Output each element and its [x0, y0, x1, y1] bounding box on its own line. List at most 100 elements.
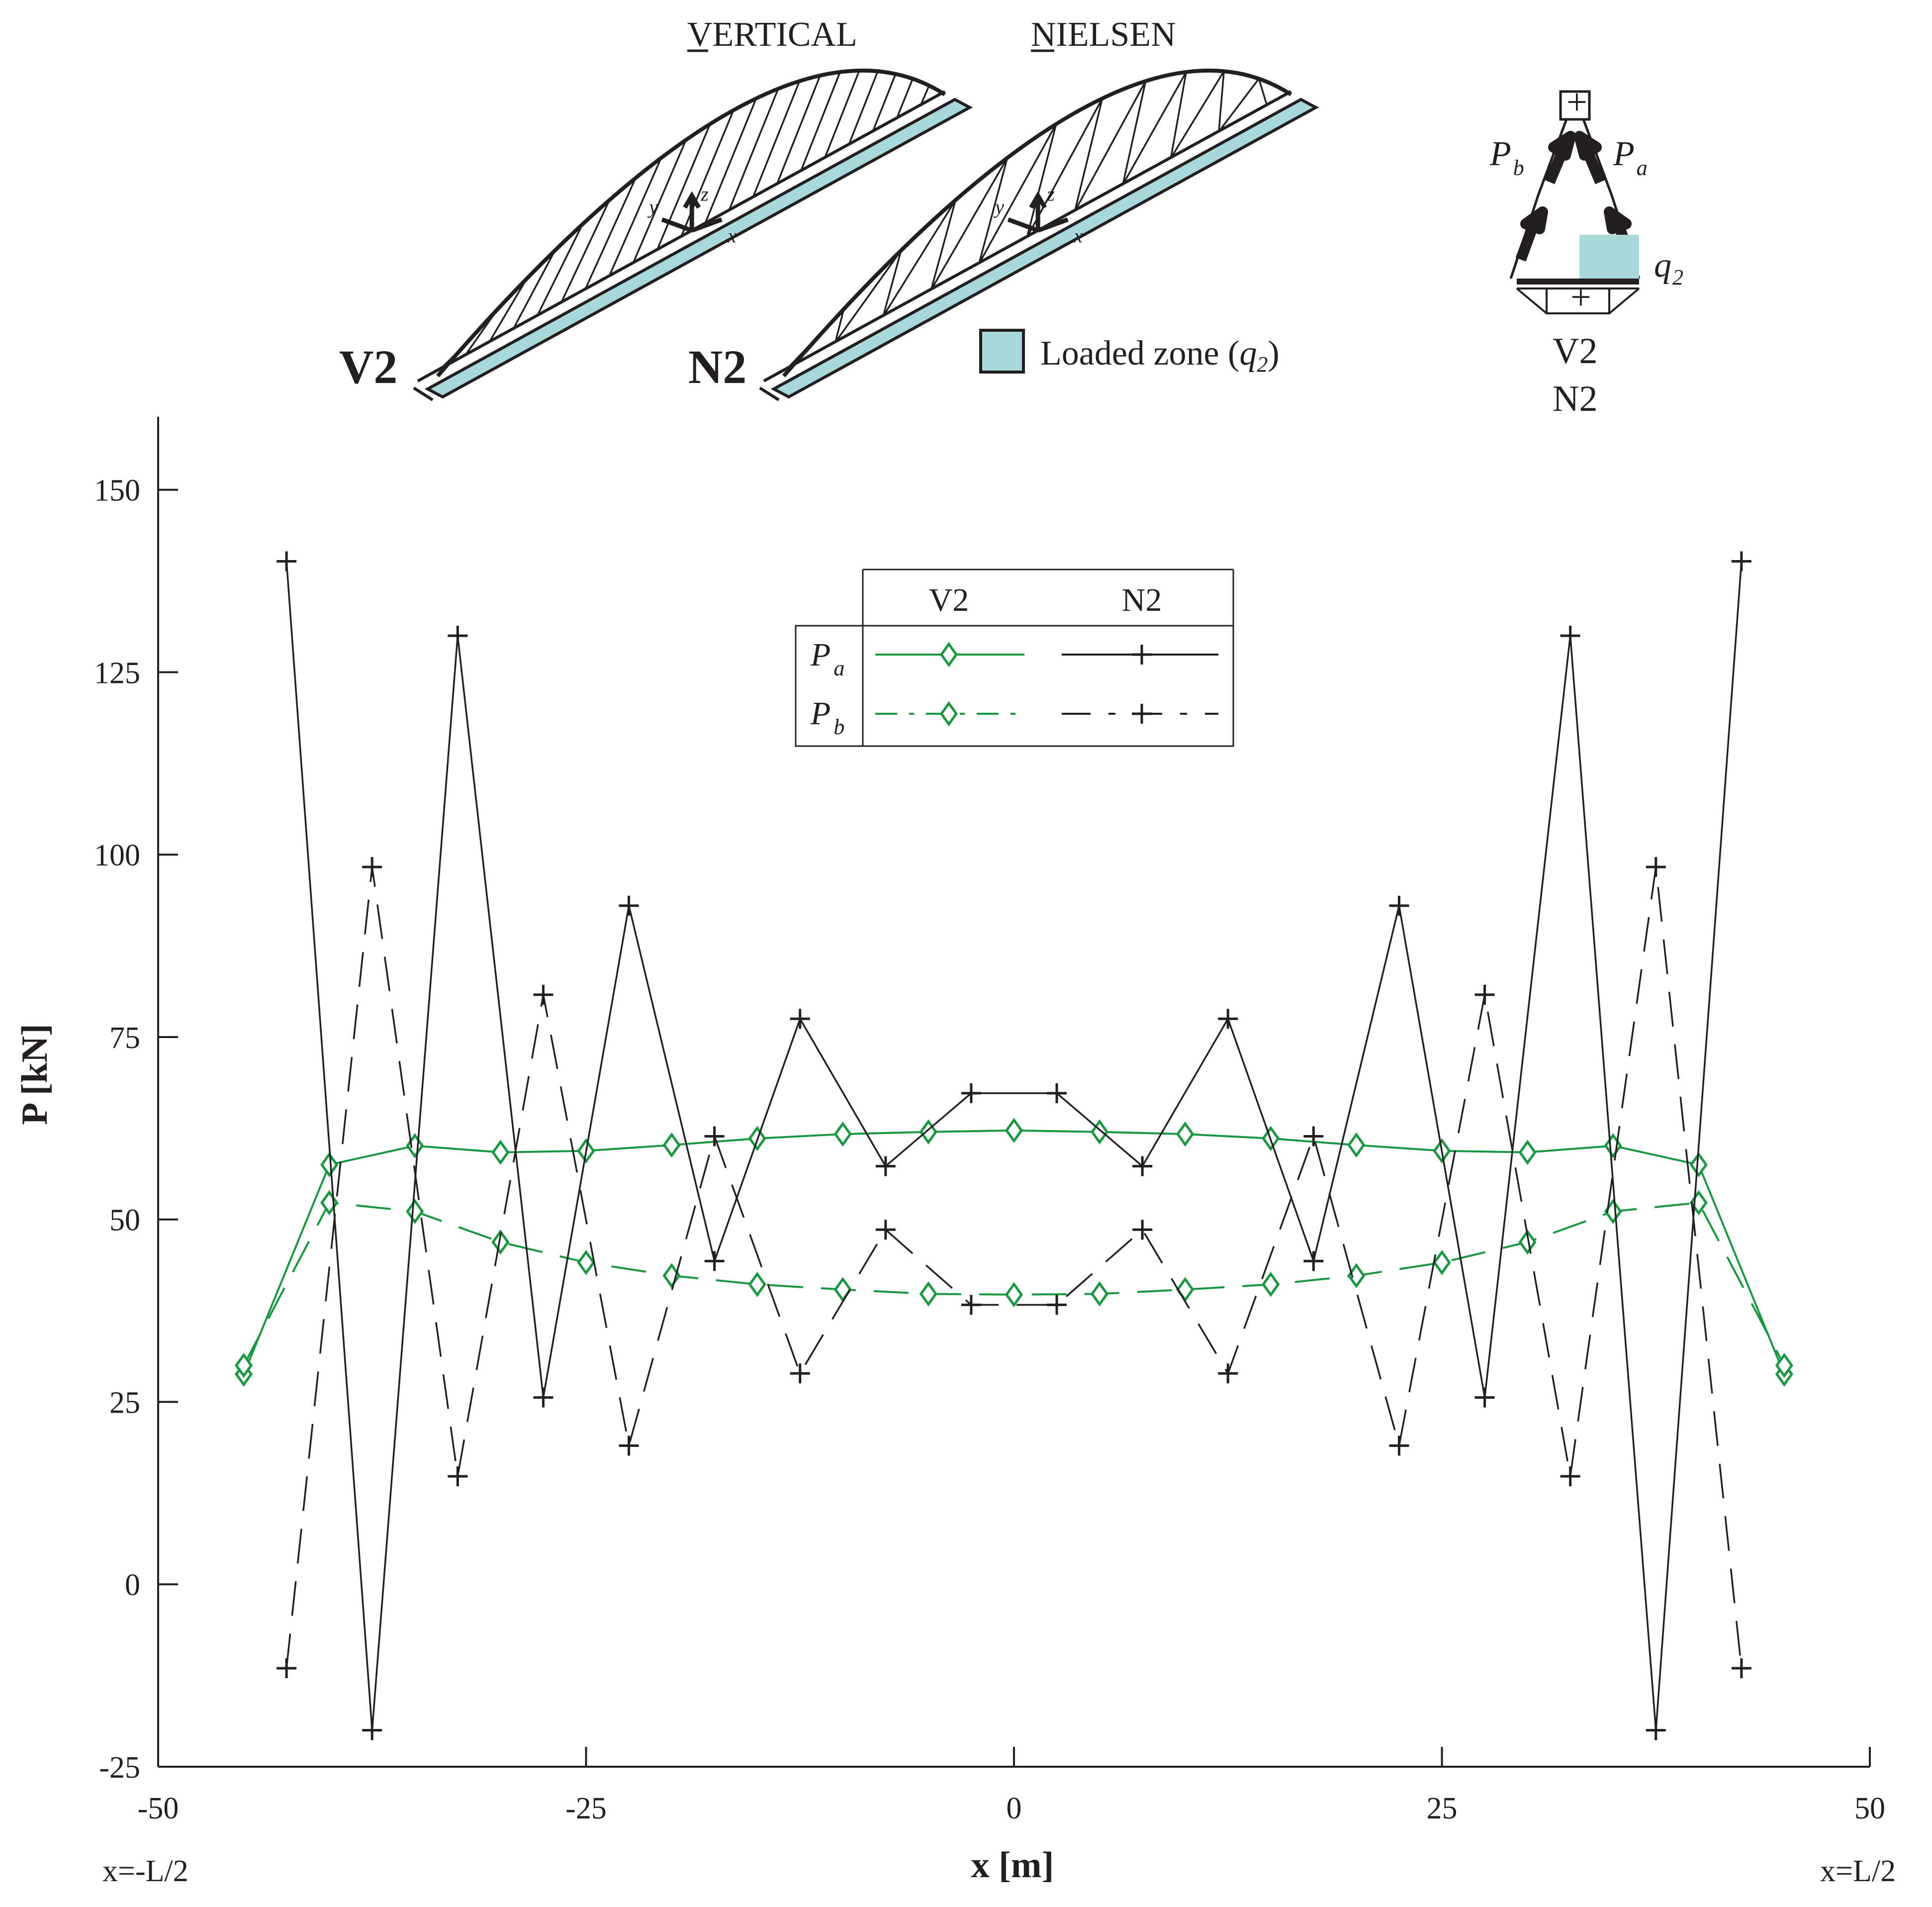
x-start-label: x=-L/2 — [102, 1854, 188, 1888]
legend-marker-n2 — [1132, 704, 1152, 724]
hanger — [978, 157, 1009, 263]
hanger — [883, 199, 957, 316]
hanger — [1122, 71, 1187, 184]
chart-axes: -50 -25 0 25 50 -25 0 25 50 75 100 125 150 — [94, 417, 1885, 1825]
hanger — [931, 157, 1009, 289]
bridge-v2-drawing: z y x — [413, 68, 973, 401]
label-q2: q2 — [1654, 246, 1683, 289]
chart-series — [235, 551, 1793, 1740]
axis-label-z: z — [700, 183, 709, 205]
legend-samples — [875, 642, 1218, 727]
axis-label-z: z — [1046, 183, 1055, 205]
hanger — [848, 71, 879, 145]
y-tick-label: 150 — [94, 474, 140, 508]
series-v2-pa — [235, 1118, 1793, 1387]
bridge-label-v2: V2 — [339, 340, 397, 393]
axis-label-x: x — [1073, 224, 1083, 247]
hanger — [489, 278, 528, 342]
data-point — [790, 1363, 810, 1384]
data-point — [276, 551, 297, 572]
deck-end — [759, 386, 780, 401]
axis-label-x: x — [727, 224, 736, 247]
series-v2-pb — [235, 1190, 1793, 1378]
hanger — [920, 85, 930, 105]
data-point — [619, 1435, 639, 1456]
data-point — [919, 1281, 937, 1307]
data-point — [1176, 1277, 1195, 1302]
legend-marker-n2 — [1132, 645, 1152, 665]
hanger — [1171, 71, 1225, 158]
data-point — [875, 1220, 896, 1240]
hanger — [1074, 98, 1104, 210]
deck — [770, 97, 1319, 399]
hanger — [513, 250, 556, 329]
series-n2-pb — [276, 857, 1751, 1678]
data-point — [1303, 1126, 1324, 1146]
x-tick-label: 25 — [1427, 1792, 1458, 1825]
data-point — [1474, 1387, 1495, 1408]
data-point — [1347, 1263, 1366, 1288]
hanger — [800, 72, 841, 171]
x-tick-label: 0 — [1007, 1792, 1022, 1825]
hanger — [930, 199, 957, 289]
data-point — [961, 1295, 981, 1315]
arrow-pa-top-icon — [1574, 131, 1606, 185]
legend-marker-v2 — [939, 701, 958, 727]
axis-label-y: y — [647, 195, 658, 218]
hanger — [464, 308, 499, 356]
deck — [424, 97, 973, 399]
x-tick-label: -25 — [565, 1792, 607, 1825]
bridge-n2-drawing: z y x — [759, 68, 1319, 401]
data-point — [491, 1229, 510, 1255]
hanger — [776, 75, 821, 184]
data-point — [533, 1387, 553, 1408]
data-point — [704, 1126, 725, 1146]
data-point — [1091, 1281, 1109, 1307]
vertical-title: VERTICAL — [687, 15, 857, 54]
hanger — [1170, 72, 1187, 158]
cross-section: + + Pb Pa q2 V2 N2 — [1489, 82, 1683, 419]
chart: -50 -25 0 25 50 -25 0 25 50 75 100 125 150 — [94, 417, 1885, 1825]
data-point — [1689, 1152, 1708, 1178]
hanger — [835, 250, 902, 342]
hanger — [752, 81, 801, 197]
arrow-pb-top-icon — [1544, 131, 1576, 185]
data-point — [362, 1720, 382, 1740]
data-point — [362, 857, 382, 877]
data-point — [1646, 1720, 1666, 1740]
data-point — [790, 1009, 810, 1029]
data-point — [1047, 1083, 1067, 1103]
deck-box-inner — [1546, 287, 1610, 314]
x-tick-label: -50 — [138, 1792, 179, 1825]
loaded-zone-label: Loaded zone (q2) — [1040, 334, 1280, 377]
data-point — [833, 1277, 852, 1302]
hanger — [834, 308, 845, 342]
data-point — [748, 1271, 766, 1297]
hanger — [1218, 71, 1225, 131]
hanger — [584, 177, 637, 289]
data-point — [1518, 1229, 1537, 1255]
label-pb: Pb — [1489, 135, 1524, 180]
y-tick-label: 0 — [125, 1568, 140, 1602]
section-label-v2: V2 — [1553, 331, 1597, 372]
hanger — [608, 157, 662, 277]
series-line — [285, 866, 1743, 1669]
hanger — [824, 70, 860, 158]
hanger — [1026, 123, 1057, 237]
z-arrow-icon — [1029, 191, 1047, 231]
legend-marker-v2 — [939, 642, 958, 667]
data-point — [1731, 551, 1751, 572]
hanger — [728, 88, 779, 210]
data-point — [704, 1251, 725, 1271]
coordinate-axes-icon: z y x — [993, 183, 1083, 247]
hanger — [704, 98, 757, 224]
section-label-n2: N2 — [1553, 379, 1597, 419]
x-end-label: x=L/2 — [1820, 1854, 1896, 1888]
data-point — [577, 1249, 595, 1275]
data-point — [1646, 857, 1666, 877]
hanger — [560, 199, 611, 303]
data-point — [961, 1083, 981, 1103]
data-point — [875, 1156, 896, 1176]
